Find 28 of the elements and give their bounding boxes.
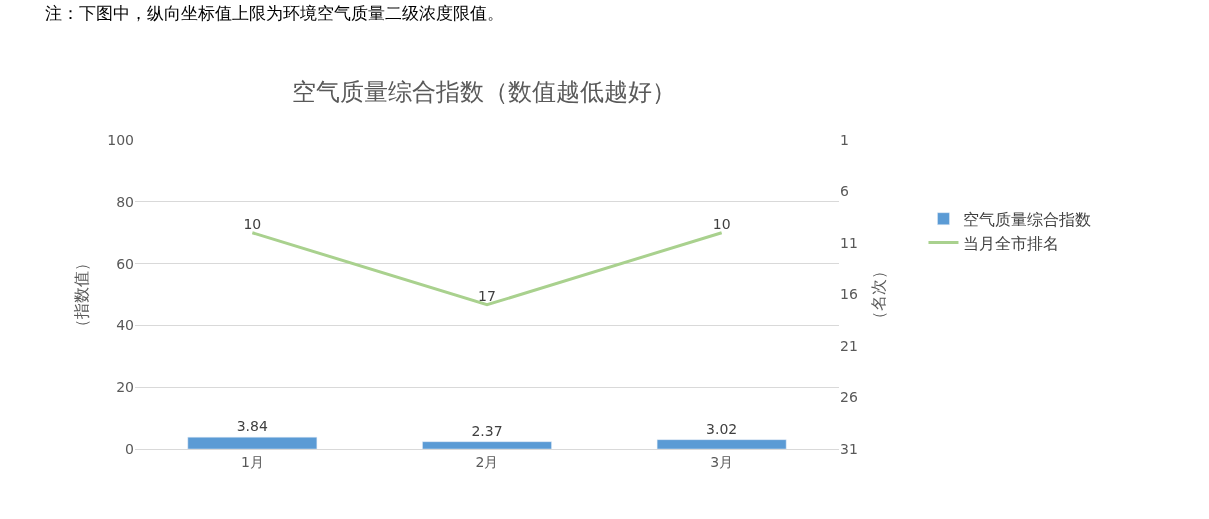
y2-tick-label: 26 — [840, 389, 858, 406]
y-tick-label: 0 — [125, 440, 134, 457]
y2-tick-label: 11 — [840, 234, 858, 251]
text: 注：下图中，纵向坐标值上限为环境空气质量二级浓度限值。 — [45, 3, 504, 23]
y2-tick-label: 6 — [840, 183, 849, 200]
data-label: 17 — [478, 288, 496, 305]
y2-tick-label: 21 — [840, 337, 858, 354]
legend-label: 空气质量综合指数 — [963, 209, 1092, 229]
data-label: 3.84 — [236, 418, 268, 435]
chart-title: 空气质量综合指数（数值越低越好） — [291, 77, 676, 106]
data-label: 10 — [243, 216, 262, 233]
y-tick-label: 80 — [116, 193, 134, 210]
data-label: 3.02 — [706, 420, 738, 437]
y2-tick-label: 1 — [840, 131, 849, 148]
data-label: 2.37 — [471, 422, 503, 439]
legend-label: 当月全市排名 — [963, 233, 1060, 253]
y2-axis-title: （名次） — [868, 262, 888, 327]
y2-tick-label: 16 — [840, 286, 858, 303]
y2-tick-label: 31 — [840, 440, 858, 457]
y-tick-label: 60 — [116, 255, 134, 272]
data-label: 10 — [712, 216, 731, 233]
y-tick-label: 20 — [116, 379, 134, 396]
y-tick-label: 40 — [116, 317, 134, 334]
y-tick-label: 100 — [107, 131, 134, 148]
x-tick-label: 3月 — [710, 453, 734, 470]
y-axis-title: （指数值） — [72, 254, 92, 335]
x-tick-label: 2月 — [475, 453, 499, 470]
x-tick-label: 1月 — [240, 453, 264, 470]
